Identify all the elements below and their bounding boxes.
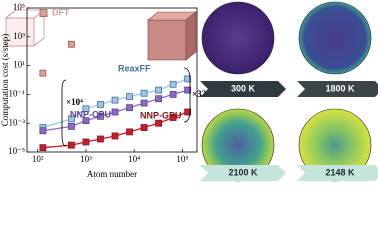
data-point <box>97 135 104 143</box>
label-arrow <box>297 81 378 97</box>
data-point <box>111 132 119 140</box>
y-tick-label: 10⁵ <box>13 2 25 12</box>
data-point <box>39 127 47 135</box>
data-point <box>169 80 177 88</box>
y-tick-label: 10⁻⁵ <box>8 146 25 156</box>
data-point <box>126 93 133 101</box>
data-point <box>184 86 192 94</box>
data-point <box>140 124 148 131</box>
x-axis-label: Atom number <box>87 169 137 179</box>
data-point <box>184 75 192 83</box>
series-label: DFT <box>52 7 70 17</box>
snapshot-label: 2148 K <box>325 167 355 177</box>
data-point <box>155 119 162 127</box>
data-point <box>111 96 119 104</box>
snapshot <box>298 1 372 75</box>
x-tick-label: 10³ <box>80 154 92 164</box>
data-point <box>111 108 119 116</box>
data-point <box>82 105 90 113</box>
label-arrow <box>297 165 378 181</box>
x-tick-label: 10² <box>32 154 44 164</box>
snapshot <box>201 1 275 75</box>
data-point <box>155 95 162 103</box>
data-point <box>68 115 75 123</box>
plot-frame <box>26 7 198 153</box>
data-point <box>82 138 90 146</box>
series-label: NNP-CPU <box>70 109 111 119</box>
y-tick-label: 10¹ <box>13 60 25 70</box>
x-tick-label: 10⁵ <box>176 154 188 164</box>
data-point <box>169 114 177 121</box>
snapshot-label: 1800 K <box>325 83 355 93</box>
data-point <box>126 128 133 136</box>
figure: 10² 10³ 10⁴ 10⁵ 10⁻⁵ 10⁻³ 10⁻¹ 10¹ 10³ 10⁵ Atom nu… <box>0 1 378 182</box>
bracket <box>61 79 67 147</box>
inset-crystal-small <box>5 9 45 47</box>
data-point <box>97 101 104 108</box>
series-line <box>42 89 188 132</box>
bracket <box>183 67 191 123</box>
data-point <box>140 99 148 107</box>
data-point <box>68 122 75 130</box>
data-point <box>39 69 47 77</box>
y-tick-label: 10³ <box>13 31 25 41</box>
snapshot-label: 300 K <box>231 83 256 93</box>
series-label: ReaxFF <box>118 63 151 73</box>
y-axis-label: Computation cost (s/step) <box>0 34 10 127</box>
data-point <box>169 91 177 98</box>
series-line <box>42 78 188 129</box>
snapshot-label: 2100 K <box>228 167 258 177</box>
legend-marker <box>39 9 48 17</box>
series-line <box>42 111 188 149</box>
data-point <box>140 89 148 97</box>
data-point <box>126 104 133 112</box>
data-point <box>97 112 104 120</box>
y-tick-label: 10⁻¹ <box>9 88 26 98</box>
annotation: ×32 <box>192 89 207 99</box>
x-tick-label: 10⁴ <box>128 154 140 164</box>
label-arrow <box>200 81 286 97</box>
data-point <box>155 86 162 94</box>
series-label: NNP-GPU <box>140 110 182 120</box>
data-point <box>68 141 75 149</box>
data-point <box>184 108 192 116</box>
data-point <box>68 40 75 48</box>
y-tick-label: 10⁻³ <box>9 117 26 127</box>
data-point <box>39 144 47 152</box>
annotation: ×10⁴ <box>66 97 83 107</box>
data-point <box>82 117 90 125</box>
label-arrow <box>200 165 286 181</box>
inset-crystal-large <box>147 11 197 61</box>
